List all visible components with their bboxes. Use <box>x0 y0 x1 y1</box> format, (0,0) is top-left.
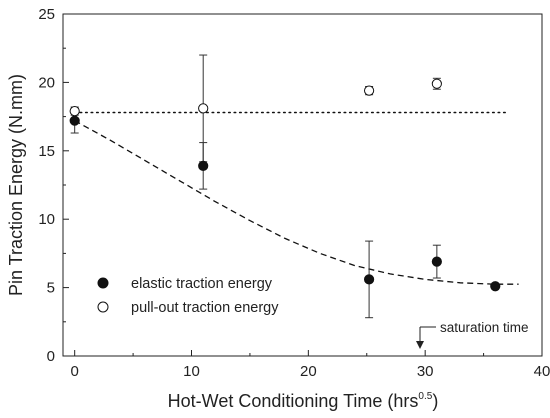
point-elastic <box>198 160 209 171</box>
data-points <box>69 78 501 292</box>
point-pullout <box>431 78 442 89</box>
annotation-label: saturation time <box>440 320 529 335</box>
y-tick-label: 15 <box>38 143 55 160</box>
x-tick-label: 20 <box>300 363 317 380</box>
y-axis-ticks: 0 5 10 15 20 25 <box>38 6 69 365</box>
y-tick-label: 10 <box>38 211 55 228</box>
y-tick-label: 0 <box>47 348 55 365</box>
x-tick-label: 30 <box>417 363 434 380</box>
point-elastic <box>490 281 501 292</box>
legend-label-pullout: pull-out traction energy <box>131 300 279 316</box>
annotation-arrow-head <box>416 341 424 349</box>
legend-marker-elastic <box>97 277 109 289</box>
point-pullout <box>69 106 80 117</box>
x-axis-title-main: Hot-Wet Conditioning Time (hrs <box>168 391 419 411</box>
x-tick-label: 10 <box>183 363 200 380</box>
y-tick-label: 25 <box>38 6 55 23</box>
fit-dashed-curve <box>74 120 519 285</box>
point-elastic <box>431 256 442 267</box>
x-axis-ticks: 0 10 20 30 40 <box>71 350 550 380</box>
y-axis-title: Pin Traction Energy (N.mm) <box>6 74 26 296</box>
x-tick-label: 40 <box>534 363 550 380</box>
reference-lines <box>73 111 519 285</box>
point-elastic <box>363 274 375 285</box>
x-tick-label: 0 <box>71 363 79 380</box>
saturation-annotation: saturation time <box>416 320 529 349</box>
point-pullout <box>363 85 375 96</box>
x-axis-title-close: ) <box>432 391 438 411</box>
legend-marker-pullout <box>97 301 109 313</box>
point-pullout <box>198 103 209 114</box>
y-tick-label: 20 <box>38 74 55 91</box>
legend: elastic traction energy pull-out tractio… <box>97 276 279 316</box>
x-axis-title: Hot-Wet Conditioning Time (hrs0.5) <box>168 391 439 411</box>
point-elastic <box>69 115 80 126</box>
x-axis-title-exponent: 0.5 <box>418 391 432 402</box>
y-tick-label: 5 <box>47 280 55 297</box>
legend-label-elastic: elastic traction energy <box>131 276 273 292</box>
